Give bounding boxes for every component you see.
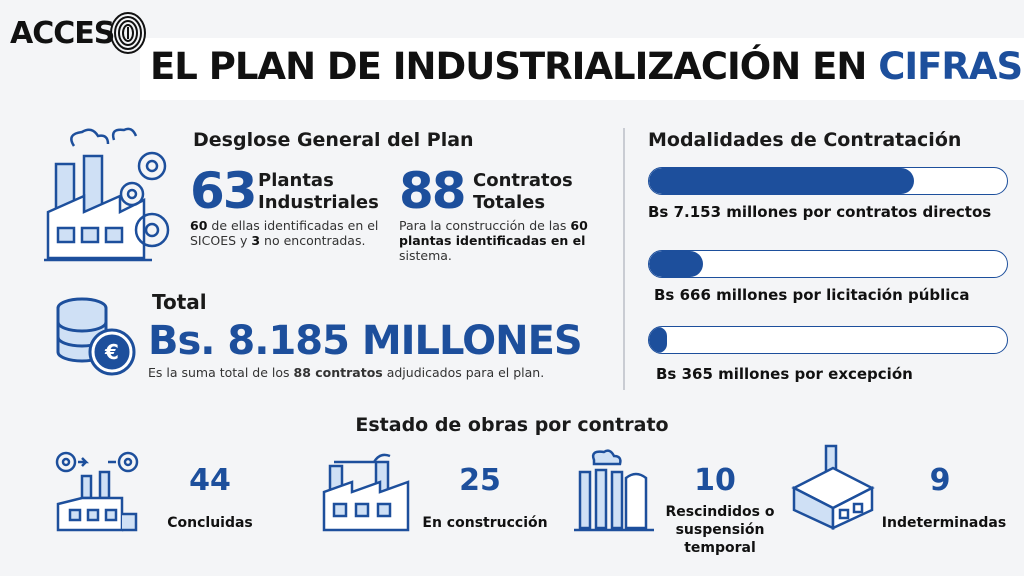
status-heading: Estado de obras por contrato (355, 414, 669, 436)
title-text: EL PLAN DE INDUSTRIALIZACIÓN EN (150, 45, 879, 88)
contracts-desc-part1: Para la construcción de las (399, 218, 571, 233)
status-label-suspended: Rescindidos o suspensión temporal (655, 503, 785, 557)
plants-label-line1: Plantas (258, 170, 334, 191)
plants-desc-num1: 60 (190, 218, 208, 233)
total-desc-bold: 88 contratos (293, 365, 383, 380)
status-number-undetermined: 9 (929, 463, 951, 498)
undetermined-plant-icon (791, 444, 875, 530)
construction-plant-icon (322, 453, 410, 532)
title-accent: CIFRAS (878, 45, 1023, 88)
logo-text: ACCES (10, 15, 115, 51)
contracts-desc-part2: sistema. (399, 248, 452, 263)
contracts-desc-bold: 60 plantas identificadas en el (399, 218, 588, 248)
total-label: Total (152, 290, 207, 314)
status-label-completed: Concluidas (167, 515, 253, 531)
status-label-line2: suspensión (675, 522, 765, 538)
modality-bar-fill (649, 251, 703, 277)
total-desc-part2: adjudicados para el plan. (382, 365, 545, 380)
modality-bar-exception (648, 326, 1008, 354)
overview-heading: Desglose General del Plan (193, 129, 474, 151)
contracts-label: Contratos Totales (473, 170, 573, 214)
contracts-description: Para la construcción de las 60 plantas i… (399, 218, 604, 263)
status-label-line3: temporal (684, 540, 756, 556)
suspended-plant-icon (574, 449, 654, 532)
status-label-line1: Rescindidos o (665, 504, 775, 520)
plants-desc-part1: de ellas identificadas en el SICOES y (190, 218, 379, 248)
contracts-label-line2: Totales (473, 192, 546, 213)
status-label-construction: En construcción (422, 515, 548, 531)
status-number-completed: 44 (189, 463, 231, 498)
plants-desc-num2: 3 (251, 233, 261, 248)
total-description: Es la suma total de los 88 contratos adj… (148, 365, 544, 380)
contracts-label-line1: Contratos (473, 170, 573, 191)
modality-bar-public (648, 250, 1008, 278)
plants-label: Plantas Industriales (258, 170, 379, 214)
status-label-undetermined: Indeterminadas (881, 515, 1007, 531)
modality-bar-fill (649, 327, 667, 353)
modality-label-public: Bs 666 millones por licitación pública (654, 286, 970, 304)
logo: ACCES (10, 10, 148, 56)
modality-bar-direct (648, 167, 1008, 195)
coins-euro-icon: € (56, 297, 136, 376)
modality-label-direct: Bs 7.153 millones por contratos directos (648, 203, 992, 221)
plants-number: 63 (190, 162, 258, 220)
page-title: EL PLAN DE INDUSTRIALIZACIÓN EN CIFRAS (150, 45, 1023, 88)
total-desc-part1: Es la suma total de los (148, 365, 294, 380)
total-amount: Bs. 8.185 MILLONES (148, 318, 583, 364)
status-number-suspended: 10 (694, 463, 736, 498)
fingerprint-icon (110, 12, 147, 54)
section-divider (623, 128, 625, 390)
modalities-heading: Modalidades de Contratación (648, 129, 962, 151)
status-number-construction: 25 (459, 463, 501, 498)
modality-label-exception: Bs 365 millones por excepción (656, 365, 913, 383)
plants-desc-part2: no encontradas. (260, 233, 366, 248)
plants-description: 60 de ellas identificadas en el SICOES y… (190, 218, 390, 248)
factory-gears-icon (44, 127, 170, 262)
completed-plant-icon (55, 451, 139, 532)
contracts-number: 88 (399, 162, 467, 220)
modality-bar-fill (649, 168, 914, 194)
title-band (140, 38, 1024, 100)
plants-label-line2: Industriales (258, 192, 379, 213)
svg-text:€: € (104, 340, 119, 364)
